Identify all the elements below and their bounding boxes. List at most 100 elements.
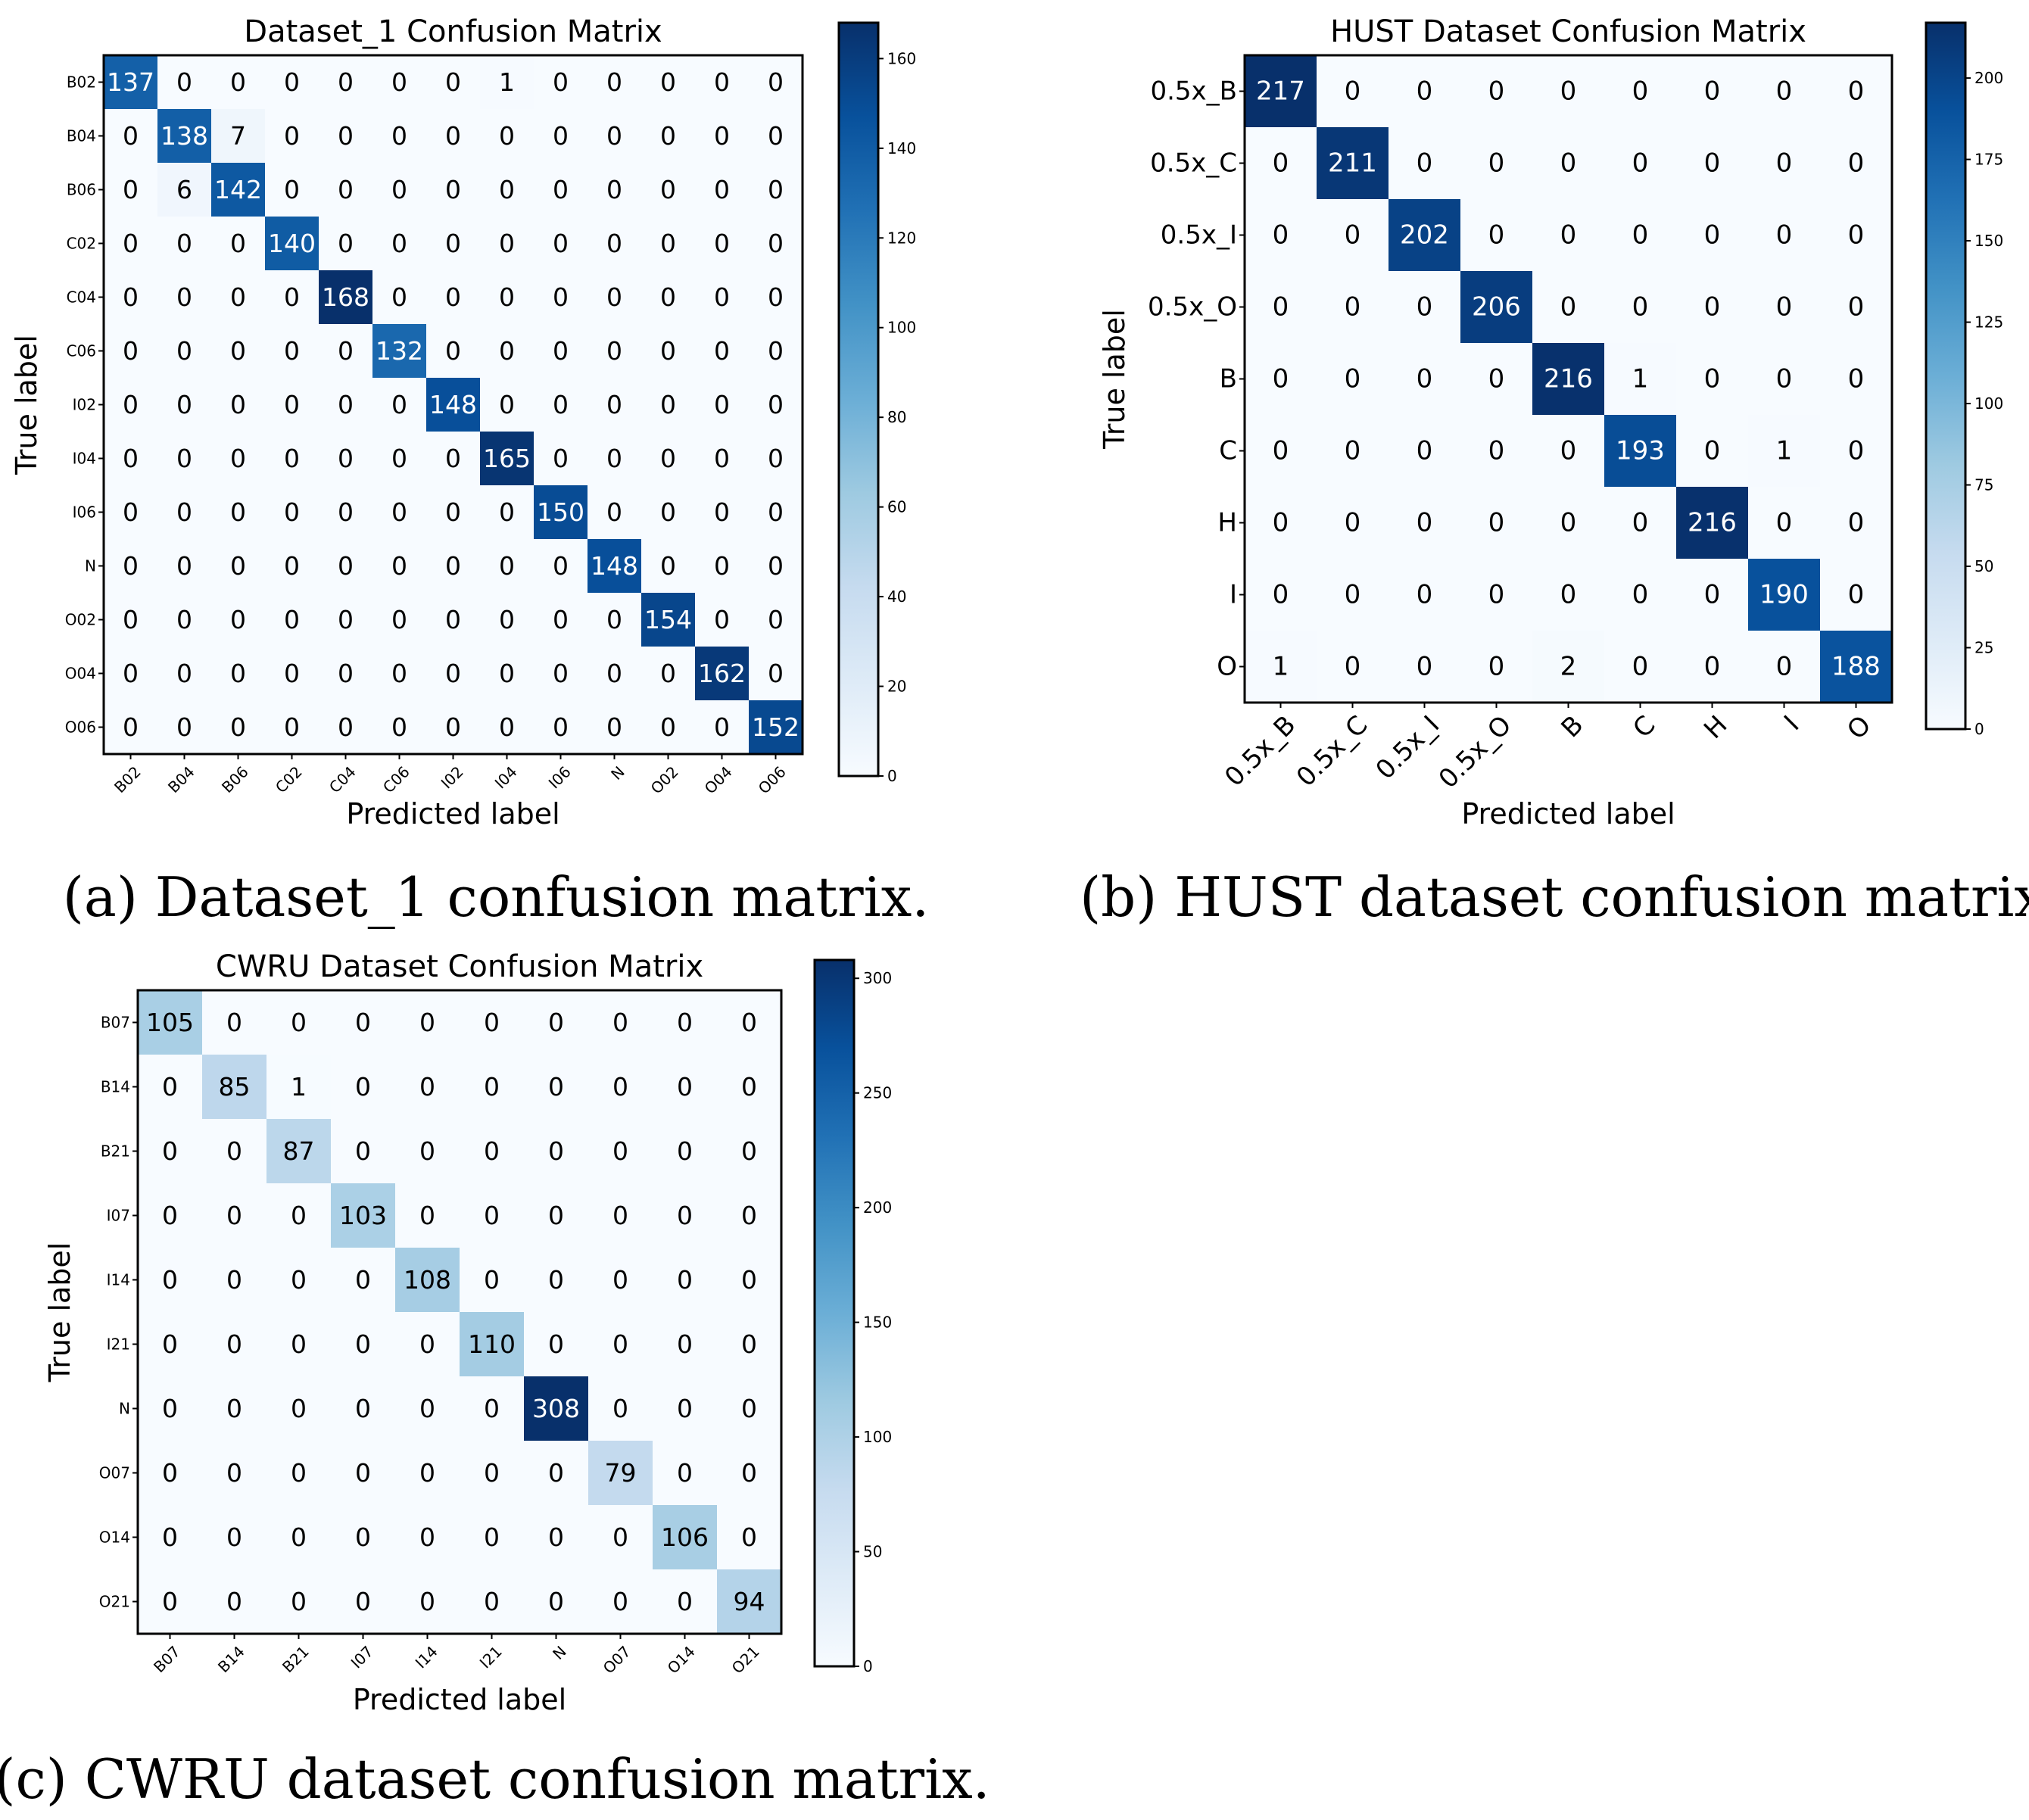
cell-value: 0: [291, 1522, 307, 1552]
cell-value: 0: [714, 336, 730, 366]
matrix-cell: [588, 1248, 653, 1312]
colorbar-tick-label: 0: [887, 767, 897, 785]
matrix-cell: [480, 109, 534, 163]
matrix-cell: [480, 432, 534, 485]
cell-value: 0: [419, 1136, 435, 1166]
matrix-cell: [534, 163, 588, 217]
matrix-cell: [395, 1248, 460, 1312]
cell-value: 0: [768, 175, 784, 204]
y-tick-label: O02: [65, 611, 96, 629]
cell-value: 0: [1273, 220, 1289, 251]
matrix-cell: [104, 55, 157, 109]
cell-value: 0: [226, 1522, 242, 1552]
x-tick-label: O02: [647, 762, 682, 797]
cell-value: 0: [1704, 148, 1721, 179]
matrix-cell: [1460, 487, 1532, 559]
cell-value: 0: [291, 1265, 307, 1295]
matrix-cell: [319, 485, 372, 539]
cell-value: 0: [1345, 580, 1361, 610]
matrix-cell: [588, 270, 641, 324]
cell-value: 0: [1632, 148, 1649, 179]
matrix-cell: [1676, 127, 1748, 199]
cell-value: 0: [741, 1201, 757, 1230]
cell-value: 0: [484, 1136, 500, 1166]
matrix-cell: [372, 485, 426, 539]
chart-title: Dataset_1 Confusion Matrix: [244, 14, 662, 49]
matrix-cell: [138, 1248, 202, 1312]
y-tick-label: H: [1217, 508, 1237, 538]
matrix-cell: [395, 1569, 460, 1634]
matrix-cell: [319, 109, 372, 163]
cell-value: 110: [468, 1329, 516, 1359]
x-tick-label: N: [607, 762, 628, 784]
matrix-cell: [104, 378, 157, 432]
cell-value: 0: [606, 229, 622, 258]
matrix-cell: [395, 990, 460, 1055]
cell-value: 0: [768, 67, 784, 97]
y-tick-label: I06: [73, 503, 96, 522]
cell-value: 0: [291, 1587, 307, 1616]
cell-value: 0: [1632, 508, 1649, 538]
cell-value: 0: [1488, 436, 1505, 466]
cell-value: 0: [612, 1329, 628, 1359]
matrix-cell: [653, 1312, 717, 1376]
colorbar-tick-label: 200: [1974, 69, 2003, 87]
matrix-cell: [1676, 55, 1748, 127]
cell-value: 0: [291, 1458, 307, 1488]
matrix-cell: [717, 1441, 781, 1505]
cell-value: 0: [1848, 76, 1865, 107]
matrix-cell: [395, 1376, 460, 1441]
matrix-cell: [1245, 271, 1317, 343]
matrix-cell: [331, 1441, 395, 1505]
matrix-cell: [480, 217, 534, 270]
cell-value: 0: [391, 551, 407, 581]
cell-value: 150: [537, 497, 584, 527]
cell-value: 0: [741, 1522, 757, 1552]
colorbar-tick-label: 60: [887, 498, 906, 516]
matrix-cell: [1245, 487, 1317, 559]
cell-value: 0: [660, 712, 676, 742]
cell-value: 0: [1345, 292, 1361, 323]
cell-value: 0: [230, 712, 246, 742]
colorbar-tick-label: 150: [863, 1314, 892, 1332]
cell-value: 0: [445, 336, 461, 366]
cell-value: 0: [419, 1008, 435, 1037]
cell-value: 0: [355, 1136, 371, 1166]
matrix-cell: [104, 485, 157, 539]
x-tick-label: I: [1778, 710, 1805, 737]
cell-value: 103: [339, 1201, 387, 1230]
cell-value: 217: [1256, 76, 1305, 107]
matrix-cell: [157, 270, 211, 324]
cell-value: 0: [123, 551, 139, 581]
cell-value: 0: [1273, 364, 1289, 394]
matrix-cell: [588, 1183, 653, 1248]
colorbar-tick-label: 50: [863, 1543, 882, 1561]
matrix-cell: [695, 647, 749, 700]
matrix-cell: [460, 1055, 524, 1119]
cell-value: 0: [548, 1072, 564, 1102]
cell-value: 0: [1273, 292, 1289, 323]
cell-value: 0: [768, 659, 784, 688]
cell-value: 137: [107, 67, 154, 97]
cell-value: 0: [1273, 148, 1289, 179]
cell-value: 0: [445, 551, 461, 581]
caption-b: (b) HUST dataset confusion matrix.: [1080, 865, 2029, 929]
y-tick-label: O21: [99, 1593, 130, 1611]
cell-value: 0: [1776, 652, 1793, 682]
matrix-cell: [202, 1119, 266, 1183]
matrix-cell: [266, 1441, 331, 1505]
matrix-cell: [331, 1312, 395, 1376]
cell-value: 0: [419, 1522, 435, 1552]
matrix-cell: [395, 1119, 460, 1183]
matrix-cell: [588, 1055, 653, 1119]
cell-value: 0: [1560, 436, 1577, 466]
cell-value: 0: [1345, 220, 1361, 251]
cell-value: 0: [284, 121, 300, 151]
cell-value: 2: [1560, 652, 1577, 682]
cell-value: 0: [162, 1329, 178, 1359]
matrix-cell: [157, 324, 211, 378]
x-tick-label: C04: [326, 762, 360, 796]
matrix-cell: [211, 270, 265, 324]
cell-value: 0: [553, 444, 569, 473]
cell-value: 0: [284, 282, 300, 312]
